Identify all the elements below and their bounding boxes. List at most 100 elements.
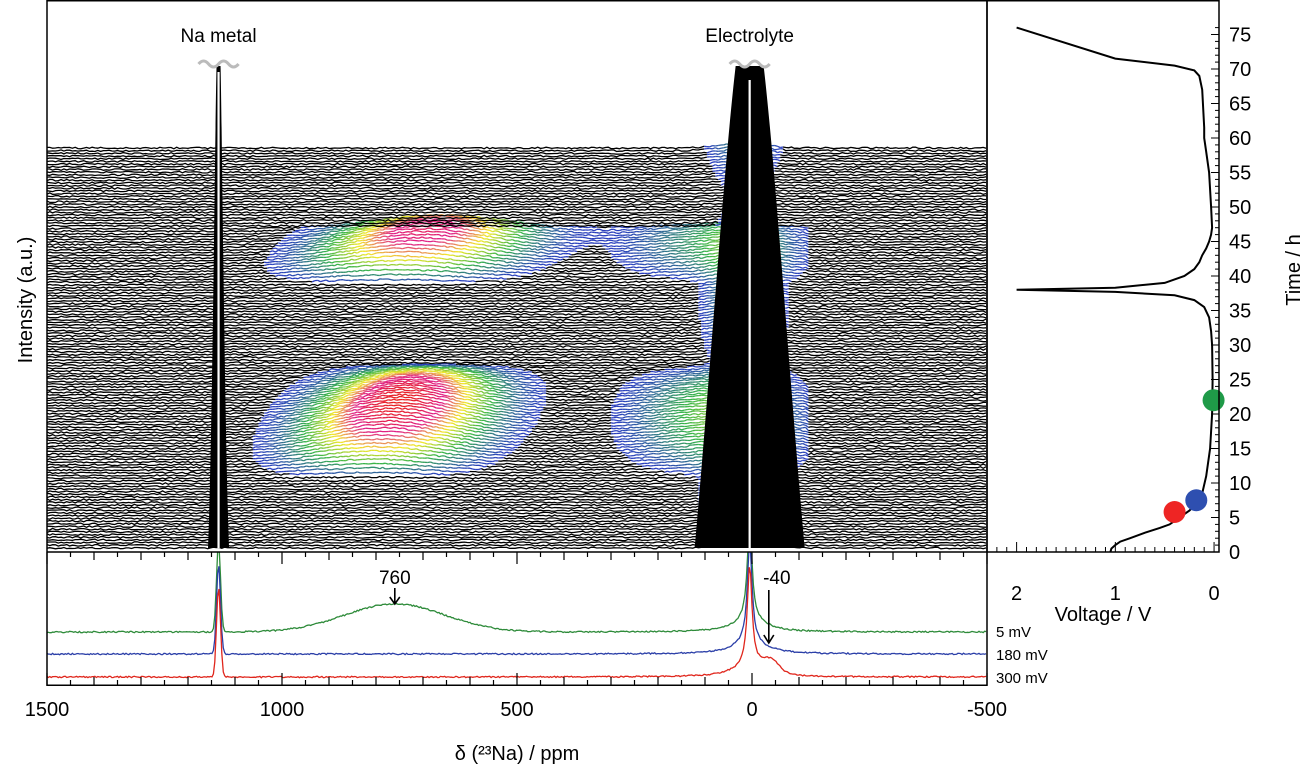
spectrum-trace [418,412,423,416]
spectrum-trace [796,445,801,448]
spectrum-trace [317,420,321,423]
spectrum-trace [441,437,445,441]
spectrum-trace [382,407,386,410]
spectrum-trace [808,441,987,445]
spectrum-trace [280,467,285,470]
spectrum-trace [447,456,451,459]
spectrum-trace [681,428,685,431]
spectrum-trace [450,445,454,448]
spectrum-trace [613,421,617,424]
spectrum-trace [805,422,809,425]
spectrum-trace [636,433,640,437]
spectrum-trace [641,406,646,410]
spectrum-trace [424,449,428,452]
spectrum-trace [450,443,454,446]
spectrum-trace [785,535,987,539]
spectrum-trace [509,406,513,409]
spectrum-trace [379,423,383,425]
spectrum-trace [275,464,279,467]
spectrum-trace [627,423,631,426]
spectrum-trace [664,464,668,467]
spectrum-trace [805,406,809,410]
spectrum-trace [805,436,809,439]
spectrum-trace [520,413,524,416]
spectrum-trace [531,411,536,414]
spectrum-trace [452,456,457,459]
spectrum-trace [616,419,620,422]
spectrum-trace [794,470,987,475]
spectrum-trace [435,403,440,406]
spectrum-trace [314,465,318,468]
spectrum-trace [435,454,440,458]
spectrum-trace [47,483,699,488]
spectrum-trace [509,420,513,423]
spectrum-trace [805,408,809,411]
spectrum-trace [684,408,688,411]
spectrum-trace [275,467,279,470]
spectrum-trace [418,392,423,395]
spectrum-trace [526,421,530,424]
spectrum-trace [678,460,682,463]
spectrum-trace [438,410,442,413]
spectrum-trace [416,437,420,440]
spectrum-trace [661,403,665,406]
spectrum-trace [356,435,361,438]
spectrum-trace [498,448,502,451]
spectrum-trace [447,412,451,415]
spectrum-trace [410,394,414,397]
spectrum-trace [517,433,521,435]
spectrum-trace [340,414,344,417]
spectrum-trace [314,402,318,406]
spectrum-trace [788,513,987,518]
spectrum-trace [444,459,448,462]
spectrum-trace [675,451,679,454]
spectrum-trace [393,391,397,394]
spectrum-trace [317,472,321,475]
spectrum-trace [529,416,533,419]
spectrum-trace [325,452,330,456]
spectrum-trace [263,448,268,451]
spectrum-trace [402,431,406,434]
spectrum-trace [472,436,476,440]
spectrum-trace [379,408,383,411]
spectrum-trace [483,462,488,465]
spectrum-trace [675,443,679,445]
spectrum-trace [461,447,465,450]
spectrum-trace [278,425,282,429]
spectrum-trace [436,443,440,446]
spectrum-trace [331,416,335,419]
spectrum-trace [342,443,347,446]
spectrum-trace [438,393,442,396]
spectrum-trace [266,413,271,417]
spectrum-trace [520,404,524,408]
spectrum-trace [495,445,499,448]
spectrum-trace [509,417,513,421]
spectrum-trace [325,463,330,467]
spectrum-trace [531,419,536,422]
spectrum-trace [500,405,505,408]
spectrum-trace [452,426,457,429]
spectrum-trace [644,453,648,456]
spectrum-trace [438,447,443,451]
spectrum-trace [433,468,437,471]
spectrum-trace [537,411,541,414]
spectrum-trace [503,408,507,411]
spectrum-trace [616,429,620,433]
spectrum-trace [388,462,392,465]
spectrum-trace [481,438,485,441]
spectrum-trace [283,446,287,449]
spectrum-trace [684,457,688,460]
spectrum-trace [275,455,279,458]
spectrum-trace [416,411,420,414]
spectrum-trace [483,432,488,435]
spectrum-trace [672,415,677,418]
spectrum-trace [326,443,330,446]
spectrum-trace [692,451,696,453]
spectrum-trace [314,430,318,433]
spectrum-trace [498,405,502,408]
spectrum-trace [348,407,352,411]
spectrum-trace [292,466,296,469]
spectrum-trace [382,397,386,400]
spectrum-trace [306,416,310,419]
spectrum-trace [633,410,637,413]
